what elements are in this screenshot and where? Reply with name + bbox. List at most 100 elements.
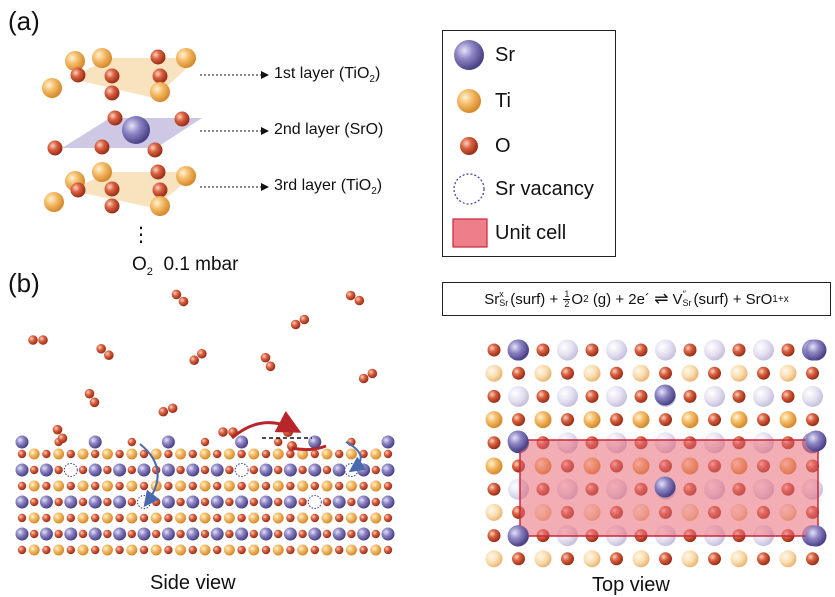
ti-atom	[779, 364, 797, 382]
ti-atom	[150, 544, 162, 556]
o-atom	[359, 481, 368, 491]
o-atom	[237, 481, 246, 491]
ti-atom	[223, 480, 235, 492]
sr-atom	[654, 384, 676, 406]
o-atom	[634, 343, 648, 357]
top-view-caption: Top view	[592, 574, 670, 596]
ti-atom	[297, 480, 309, 492]
ti-atom	[92, 48, 112, 68]
o-atom	[322, 497, 332, 507]
o-atom	[152, 182, 168, 198]
o2-gas-molecules	[28, 289, 378, 451]
sr-atom	[259, 463, 273, 477]
ti-atom	[248, 512, 260, 524]
legend-item-sr: Sr	[443, 37, 515, 73]
sr-atom	[332, 495, 346, 509]
pressure-label: O2 0.1 mbar	[132, 254, 239, 278]
ti-atom	[345, 480, 357, 492]
o-atom	[139, 481, 149, 491]
sr-atom	[64, 527, 78, 541]
o-atom	[91, 449, 100, 459]
ti-atom	[485, 411, 503, 429]
o-atom	[322, 465, 332, 475]
o2-molecule-atom	[167, 403, 178, 414]
o-atom	[298, 465, 307, 475]
o2-molecule-atom	[96, 343, 106, 354]
sr-atom	[381, 495, 395, 509]
o-atom	[261, 545, 271, 555]
o-atom	[536, 389, 550, 403]
ti-atom	[272, 512, 284, 524]
o-atom	[274, 497, 283, 507]
o2-molecule-atom	[158, 406, 169, 417]
o-atom	[261, 449, 271, 459]
o-atom	[164, 481, 173, 491]
sr-atom-faded	[704, 339, 725, 361]
legend-box: Sr Ti O Sr vacancy Unit cell	[442, 30, 616, 257]
o-atom	[310, 545, 319, 555]
sr-atom	[210, 495, 224, 509]
ti-atom	[92, 162, 112, 182]
ti-atom	[297, 448, 309, 460]
o-atom	[225, 497, 234, 507]
o2-molecule-atom	[197, 348, 207, 359]
layer-1-plane	[68, 58, 198, 98]
ti-atom	[485, 364, 503, 382]
o-atom	[383, 481, 393, 491]
ti-atom	[345, 512, 357, 524]
sr-atom	[39, 463, 53, 477]
o-atom	[585, 389, 599, 403]
o-atom	[561, 366, 574, 380]
o-atom	[536, 343, 550, 357]
o-atom	[310, 513, 319, 523]
sr-vacancy-icon	[453, 173, 485, 205]
ti-atom	[632, 364, 650, 382]
o-atom	[274, 529, 283, 539]
o-atom	[66, 513, 76, 523]
blue-migration-arrow-2	[345, 441, 367, 473]
o-atom	[347, 529, 356, 539]
ti-atom	[534, 550, 552, 568]
o-atom-icon	[460, 137, 478, 155]
o-atom	[659, 552, 672, 566]
sr-atom	[113, 495, 127, 509]
o-atom	[225, 465, 234, 475]
o-atom	[610, 413, 623, 427]
o-atom	[708, 413, 721, 427]
ti-atom	[248, 544, 260, 556]
o-atom	[237, 449, 246, 459]
o-atom	[70, 67, 86, 83]
o-atom	[139, 545, 149, 555]
o-atom	[103, 465, 112, 475]
o2-molecule-atom	[104, 350, 114, 361]
o-atom	[213, 545, 222, 555]
sr-atom	[235, 435, 249, 449]
o-atom	[17, 545, 27, 555]
ti-atom	[297, 544, 309, 556]
o-atom	[42, 545, 51, 555]
o-atom	[757, 552, 770, 566]
o-atom	[371, 465, 380, 475]
o-atom	[806, 413, 819, 427]
o2-molecule-atom	[354, 295, 365, 306]
o2-molecule-atom	[358, 373, 369, 384]
o-atom	[708, 366, 721, 380]
ti-atom	[175, 480, 187, 492]
sr-atom	[381, 463, 395, 477]
ti-atom	[126, 544, 138, 556]
o-atom	[225, 529, 234, 539]
sr-vacancy	[307, 495, 322, 509]
sr-atom	[259, 495, 273, 509]
o2-molecule-atom	[367, 368, 378, 379]
blue-migration-arrow-1	[139, 443, 160, 508]
sr-atom-faded	[753, 339, 774, 361]
o-atom	[164, 449, 173, 459]
o2-molecule-atom	[89, 397, 100, 408]
o-atom	[107, 110, 123, 126]
sr-atom	[186, 495, 200, 509]
o-atom	[164, 545, 173, 555]
sr-atom	[357, 495, 371, 509]
o-atom	[103, 497, 112, 507]
o-atom	[94, 139, 110, 155]
